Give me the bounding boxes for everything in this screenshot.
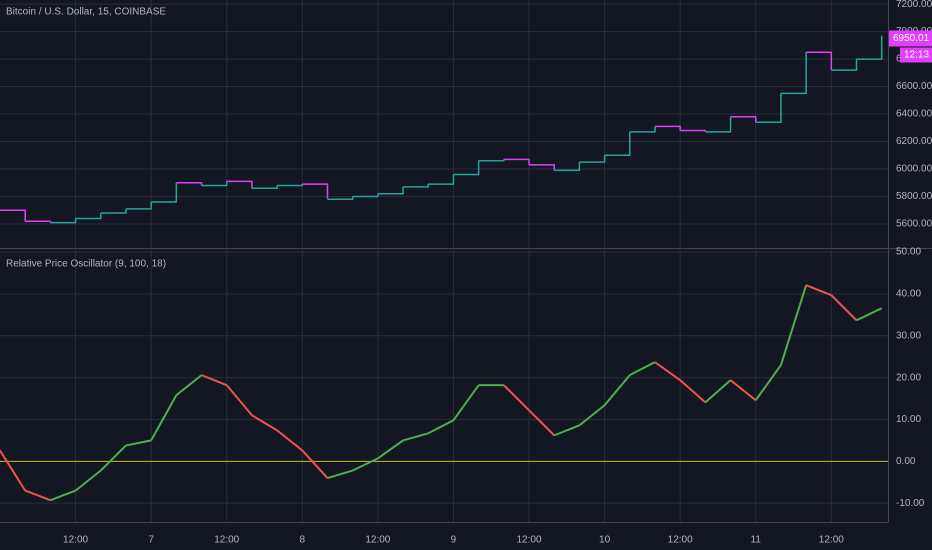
y-tick-label: 10.00 (896, 414, 921, 425)
oscillator-segment (427, 419, 454, 435)
price-segment (302, 183, 329, 200)
oscillator-segment (553, 424, 580, 437)
price-segment (730, 116, 757, 123)
oscillator-segment (125, 439, 152, 447)
price-segment (75, 212, 102, 220)
price-segment (554, 162, 581, 172)
x-tick-label: 12:00 (819, 535, 844, 546)
last-price-label: 6950.01 (893, 33, 930, 44)
oscillator-segment (377, 439, 404, 460)
price-segment (201, 181, 228, 187)
oscillator-segment (679, 379, 707, 404)
price-segment (352, 193, 379, 198)
oscillator-segment (729, 379, 757, 402)
oscillator-segment (528, 409, 555, 437)
price-segment (251, 185, 278, 189)
price-segment (0, 209, 26, 222)
price-segment (705, 116, 732, 133)
y-tick-label: 6600.00 (896, 81, 932, 92)
price-segment (50, 218, 77, 224)
y-tick-label: 6400.00 (896, 109, 932, 120)
x-tick-label: 7 (148, 535, 154, 546)
marks (0, 35, 888, 502)
oscillator-segment (225, 384, 253, 416)
x-tick-label: 10 (599, 535, 611, 546)
oscillator-segment (779, 284, 808, 366)
oscillator-segment (175, 374, 203, 396)
oscillator-segment (327, 469, 353, 480)
price-segment (176, 181, 203, 186)
price-segment (604, 131, 631, 157)
price-segment (831, 59, 858, 71)
oscillator-segment (452, 384, 480, 421)
price-segment (579, 155, 606, 163)
price-segment (226, 180, 253, 189)
price-segment (125, 201, 152, 210)
indicator-title: Relative Price Oscillator (9, 100, 18) (6, 259, 166, 270)
symbol-title: Bitcoin / U.S. Dollar, 15, COINBASE (6, 7, 166, 18)
price-segment (780, 52, 807, 95)
y-tick-label: 7200.00 (896, 0, 932, 10)
oscillator-segment (754, 364, 782, 401)
oscillator-segment (704, 379, 732, 404)
x-tick-label: 12:00 (365, 535, 390, 546)
y-tick-label: -10.00 (896, 498, 925, 509)
x-tick-label: 8 (300, 535, 306, 546)
price-segment (428, 174, 455, 185)
price-segment (629, 126, 656, 133)
x-tick-label: 12:00 (517, 535, 542, 546)
y-tick-label: 40.00 (896, 289, 921, 300)
oscillator-segment (50, 489, 76, 502)
oscillator-segment (251, 414, 278, 432)
price-segment (806, 51, 833, 71)
price-segment (327, 196, 354, 200)
y-tick-label: 50.00 (896, 247, 921, 258)
countdown-label: 12:13 (904, 50, 929, 61)
y-tick-label: 5600.00 (896, 219, 932, 230)
y-tick-label: 20.00 (896, 372, 921, 383)
oscillator-segment (654, 361, 681, 381)
y-tick-label: 6200.00 (896, 136, 932, 147)
x-tick-label: 12:00 (668, 535, 693, 546)
x-tick-label: 9 (451, 535, 457, 546)
last-price-box (889, 30, 932, 47)
oscillator-segment (0, 449, 27, 492)
oscillator-segment (24, 489, 51, 502)
price-segment (503, 158, 530, 165)
oscillator-segment (402, 432, 429, 442)
oscillator-segment (856, 307, 883, 322)
oscillator-segment (100, 444, 127, 472)
oscillator-segment (201, 374, 228, 387)
y-tick-label: 30.00 (896, 330, 921, 341)
price-segment (151, 182, 178, 203)
y-tick-label: 5800.00 (896, 191, 932, 202)
countdown-box (900, 47, 932, 63)
oscillator-segment (830, 294, 858, 322)
oscillator-segment (603, 374, 631, 406)
y-tick-label: 6000.00 (896, 164, 932, 175)
oscillator-segment (629, 361, 656, 377)
price-segment (403, 184, 430, 188)
oscillator-segment (276, 429, 303, 452)
oscillator-segment (805, 284, 832, 297)
oscillator-segment (578, 404, 606, 427)
price-segment (529, 164, 555, 171)
y-tick-label: 0.00 (896, 456, 916, 467)
price-segment (755, 93, 782, 124)
oscillator-segment (503, 384, 530, 411)
x-tick-label: 11 (751, 535, 762, 546)
oscillator-segment (301, 449, 329, 479)
price-segment (856, 35, 883, 60)
price-segment (453, 160, 480, 176)
price-segment (100, 208, 127, 214)
oscillator-segment (74, 469, 102, 492)
x-tick-label: 12:00 (63, 535, 88, 546)
x-tick-label: 12:00 (214, 535, 239, 546)
oscillator-segment (352, 457, 379, 472)
price-segment (654, 125, 681, 131)
price-segment (377, 186, 404, 195)
oscillator-segment (150, 394, 178, 441)
